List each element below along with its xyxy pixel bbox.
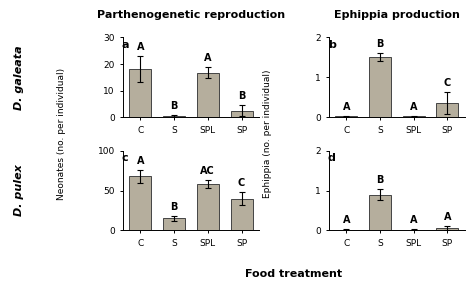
Bar bbox=[335, 116, 357, 117]
Text: Neonates (no. per individual): Neonates (no. per individual) bbox=[57, 68, 66, 200]
Text: A: A bbox=[342, 215, 350, 225]
Text: Food treatment: Food treatment bbox=[246, 269, 342, 279]
Text: A: A bbox=[204, 53, 211, 63]
Text: B: B bbox=[376, 175, 383, 185]
Text: b: b bbox=[328, 40, 336, 50]
Bar bbox=[129, 176, 151, 230]
Text: a: a bbox=[122, 40, 129, 50]
Text: d: d bbox=[328, 153, 336, 163]
Bar bbox=[197, 184, 219, 230]
Text: A: A bbox=[410, 102, 418, 111]
Text: A: A bbox=[410, 215, 418, 225]
Bar bbox=[369, 194, 391, 230]
Text: A: A bbox=[342, 102, 350, 111]
Text: B: B bbox=[170, 101, 178, 111]
Text: Parthenogenetic reproduction: Parthenogenetic reproduction bbox=[97, 10, 285, 20]
Text: A: A bbox=[137, 41, 144, 52]
Text: A: A bbox=[137, 156, 144, 166]
Text: A: A bbox=[444, 213, 451, 222]
Bar bbox=[129, 69, 151, 117]
Text: D. galeata: D. galeata bbox=[14, 45, 24, 110]
Bar bbox=[369, 56, 391, 117]
Text: Ephippia (no. per individual): Ephippia (no. per individual) bbox=[263, 70, 272, 198]
Bar bbox=[403, 116, 425, 117]
Bar bbox=[230, 111, 253, 117]
Bar bbox=[230, 198, 253, 230]
Bar bbox=[163, 218, 185, 230]
Text: B: B bbox=[170, 202, 178, 212]
Text: D. pulex: D. pulex bbox=[14, 165, 24, 216]
Text: C: C bbox=[444, 78, 451, 88]
Text: C: C bbox=[238, 178, 245, 188]
Text: Ephippia production: Ephippia production bbox=[334, 10, 460, 20]
Bar bbox=[437, 103, 458, 117]
Bar bbox=[437, 228, 458, 230]
Text: B: B bbox=[238, 91, 245, 101]
Bar bbox=[197, 73, 219, 117]
Bar bbox=[163, 116, 185, 117]
Text: c: c bbox=[122, 153, 128, 163]
Text: AC: AC bbox=[201, 166, 215, 176]
Text: B: B bbox=[376, 39, 383, 49]
